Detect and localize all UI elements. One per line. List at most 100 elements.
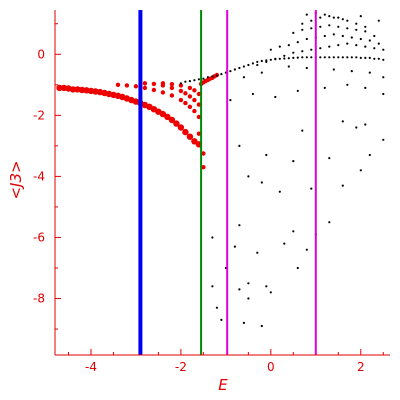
- black-point: [355, 126, 358, 129]
- black-point: [292, 31, 295, 34]
- black-point: [269, 291, 272, 294]
- black-point: [211, 236, 214, 239]
- black-point: [274, 95, 277, 99]
- black-point: [242, 65, 245, 68]
- black-point: [305, 56, 308, 59]
- black-point: [310, 48, 313, 51]
- red-point: [178, 97, 184, 103]
- black-point: [238, 224, 241, 227]
- chart-axes: [54, 10, 390, 356]
- red-point: [196, 91, 202, 97]
- red-point: [192, 108, 197, 114]
- black-point: [296, 41, 299, 44]
- black-point: [265, 60, 268, 64]
- black-point: [184, 80, 187, 83]
- red-point: [115, 82, 121, 88]
- chart-marks: [56, 12, 385, 328]
- black-point: [238, 288, 241, 291]
- black-point: [355, 56, 358, 59]
- black-point: [328, 45, 331, 48]
- black-point: [364, 86, 367, 89]
- black-point: [368, 39, 371, 42]
- black-point: [283, 57, 286, 60]
- red-point: [192, 97, 197, 103]
- red-point: [186, 133, 194, 140]
- black-point: [328, 15, 331, 18]
- black-point: [373, 47, 376, 50]
- black-point: [269, 58, 272, 61]
- black-point: [319, 56, 322, 59]
- red-point: [177, 124, 185, 131]
- black-point: [197, 78, 200, 81]
- black-point: [215, 74, 218, 77]
- red-point: [187, 94, 193, 99]
- black-point: [359, 15, 362, 18]
- y-tick-label: -4: [33, 169, 45, 183]
- black-point: [350, 36, 353, 39]
- black-point: [377, 19, 380, 22]
- black-point: [301, 28, 304, 31]
- black-point: [242, 76, 245, 79]
- black-point: [233, 68, 236, 71]
- red-point: [151, 87, 157, 93]
- black-point: [359, 37, 362, 41]
- red-point: [160, 81, 166, 86]
- black-point: [247, 175, 250, 178]
- black-point: [382, 48, 385, 51]
- black-point: [328, 56, 331, 59]
- black-point: [188, 80, 191, 83]
- black-point: [350, 70, 353, 73]
- black-point: [229, 70, 232, 73]
- black-point: [341, 18, 344, 21]
- tick-labels: -4 -2 0 2 0 -2 -4 -6 -8: [33, 47, 365, 374]
- red-point: [69, 86, 77, 93]
- black-point: [301, 129, 304, 132]
- black-point: [287, 44, 290, 47]
- black-point: [341, 120, 344, 123]
- black-point: [346, 42, 349, 45]
- red-point: [182, 128, 189, 136]
- black-point: [310, 27, 313, 30]
- black-point: [238, 66, 241, 70]
- red-point: [142, 85, 148, 91]
- black-point: [323, 13, 326, 16]
- black-point: [323, 34, 326, 38]
- red-point: [133, 84, 139, 89]
- black-point: [260, 324, 263, 328]
- black-point: [332, 16, 335, 19]
- red-point: [201, 151, 206, 156]
- black-point: [319, 16, 322, 19]
- black-point: [382, 76, 385, 79]
- y-tick-label: 0: [37, 47, 45, 61]
- black-point: [251, 62, 254, 65]
- red-point: [183, 100, 188, 106]
- black-point: [292, 230, 295, 233]
- black-point: [346, 19, 349, 22]
- red-point: [178, 88, 184, 94]
- red-point: [160, 90, 166, 95]
- black-point: [301, 56, 304, 59]
- red-point: [168, 116, 176, 124]
- black-point: [278, 57, 281, 60]
- black-point: [319, 25, 322, 28]
- black-point: [283, 54, 286, 57]
- red-point: [169, 82, 175, 87]
- red-point: [192, 88, 197, 93]
- black-point: [269, 48, 272, 51]
- black-point: [323, 86, 326, 89]
- red-point: [196, 131, 202, 136]
- black-point: [364, 45, 367, 48]
- black-point: [256, 63, 259, 67]
- black-point: [341, 184, 344, 187]
- x-tick-label: 0: [267, 360, 275, 374]
- black-point: [332, 68, 335, 71]
- black-point: [215, 306, 218, 309]
- x-tick-label: 2: [357, 360, 365, 374]
- black-point: [364, 123, 367, 126]
- black-point: [256, 251, 259, 254]
- red-point: [173, 120, 180, 127]
- black-point: [251, 92, 254, 96]
- black-point: [206, 76, 209, 79]
- black-point: [341, 34, 344, 38]
- black-point: [260, 181, 263, 184]
